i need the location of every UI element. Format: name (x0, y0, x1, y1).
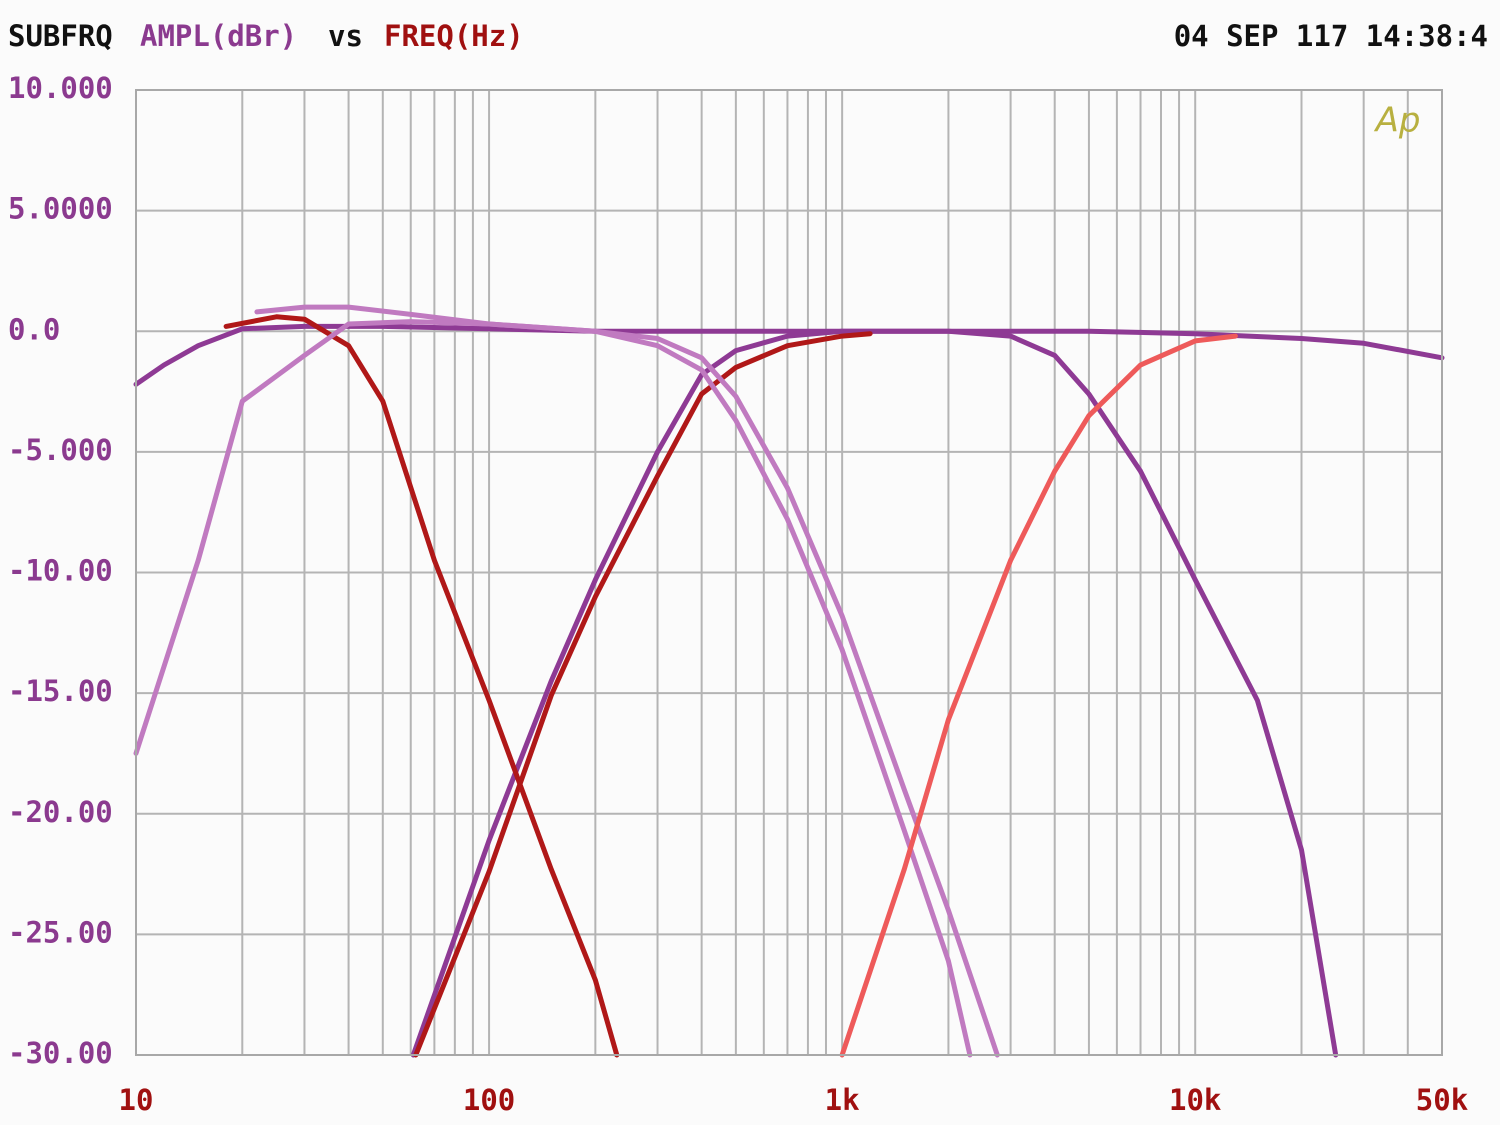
y-tick-label: -20.00 (8, 795, 113, 829)
response-curve (413, 331, 873, 1058)
timestamp: 04 SEP 117 14:38:4 (1174, 19, 1488, 53)
x-tick-label: 10 (119, 1083, 154, 1117)
title-joiner: vs (328, 19, 363, 53)
y-tick-label: 5.0000 (8, 192, 113, 226)
x-tick-label: 1k (825, 1083, 860, 1117)
curves (133, 304, 1445, 1058)
y-tick-label: -15.00 (8, 674, 113, 708)
x-tick-label: 50k (1416, 1083, 1468, 1117)
x-tick-label: 10k (1169, 1083, 1221, 1117)
y-axis-label: AMPL(dBr) (140, 19, 297, 53)
response-curve (410, 328, 1339, 1058)
x-axis-label: FREQ(Hz) (384, 19, 524, 53)
response-curve (223, 314, 620, 1058)
response-curve (254, 304, 1000, 1058)
y-tick-label: -25.00 (8, 915, 113, 949)
response-curve (133, 319, 973, 1058)
x-tick-label: 100 (463, 1083, 515, 1117)
chart-title: SUBFRQ (8, 19, 113, 53)
y-tick-label: 10.000 (8, 71, 113, 105)
y-tick-label: 0.0 (8, 312, 60, 346)
plot-frame (135, 89, 1443, 1056)
y-tick-label: -5.000 (8, 433, 113, 467)
response-curve (133, 323, 1445, 387)
response-curve (839, 333, 1238, 1058)
logo: Ap (1374, 101, 1421, 141)
y-tick-label: -30.00 (8, 1036, 113, 1070)
y-tick-label: -10.00 (8, 554, 113, 588)
